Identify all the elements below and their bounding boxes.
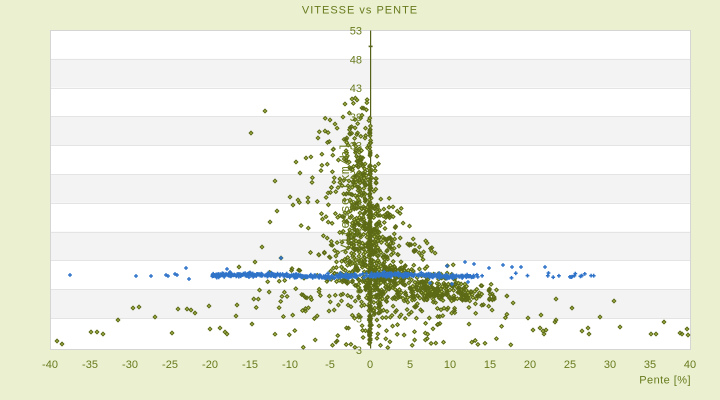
svg-text:23: 23 bbox=[350, 198, 362, 210]
svg-text:5: 5 bbox=[407, 359, 413, 371]
svg-text:38: 38 bbox=[350, 112, 362, 124]
svg-text:20: 20 bbox=[524, 359, 536, 371]
svg-text:13: 13 bbox=[350, 256, 362, 268]
svg-text:VITESSE vs PENTE: VITESSE vs PENTE bbox=[302, 5, 418, 17]
svg-text:3: 3 bbox=[356, 314, 362, 326]
svg-text:15: 15 bbox=[484, 359, 496, 371]
svg-text:-5: -5 bbox=[325, 359, 335, 371]
svg-text:48: 48 bbox=[350, 54, 362, 66]
svg-text:Pente [%]: Pente [%] bbox=[639, 375, 691, 387]
svg-text:10: 10 bbox=[444, 359, 456, 371]
svg-text:25: 25 bbox=[564, 359, 576, 371]
svg-text:-15: -15 bbox=[242, 359, 258, 371]
svg-text:-30: -30 bbox=[122, 359, 138, 371]
svg-text:28: 28 bbox=[350, 170, 362, 182]
svg-text:-40: -40 bbox=[42, 359, 58, 371]
svg-text:53: 53 bbox=[350, 26, 362, 38]
svg-text:43: 43 bbox=[350, 83, 362, 95]
svg-text:-25: -25 bbox=[162, 359, 178, 371]
svg-text:-10: -10 bbox=[282, 359, 298, 371]
svg-text:35: 35 bbox=[644, 359, 656, 371]
svg-text:-20: -20 bbox=[202, 359, 218, 371]
svg-text:3: 3 bbox=[356, 345, 362, 357]
svg-text:40: 40 bbox=[684, 359, 696, 371]
svg-text:8: 8 bbox=[356, 285, 362, 297]
svg-text:33: 33 bbox=[350, 141, 362, 153]
svg-text:30: 30 bbox=[604, 359, 616, 371]
svg-text:0: 0 bbox=[367, 359, 373, 371]
svg-text:18: 18 bbox=[350, 227, 362, 239]
svg-text:-35: -35 bbox=[82, 359, 98, 371]
svg-text:Vitesse [km/h]: Vitesse [km/h] bbox=[338, 143, 353, 252]
